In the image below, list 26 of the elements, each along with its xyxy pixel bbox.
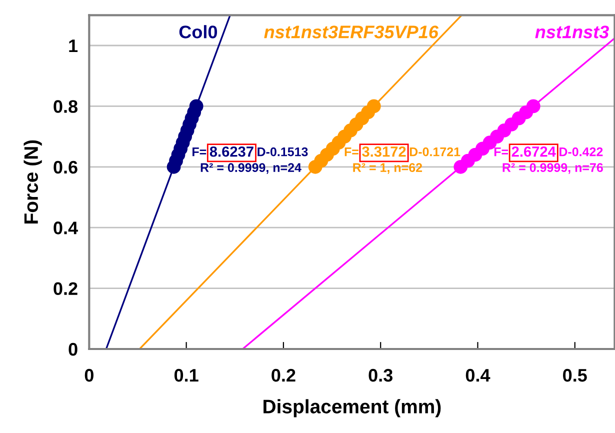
y-tick-label: 0.8 bbox=[54, 100, 78, 113]
annotation: R² = 1, n=62 bbox=[353, 163, 422, 174]
annotation: F= 3.3172 D-0.1721 bbox=[344, 146, 460, 157]
annotation: F= 8.6237 D-0.1513 bbox=[192, 146, 308, 157]
annotation: R² = 0.9999, n=24 bbox=[200, 163, 302, 174]
y-axis-title: Force (N) bbox=[24, 140, 42, 224]
x-axis-title: Displacement (mm) bbox=[264, 399, 441, 418]
point bbox=[189, 99, 204, 114]
y-tick-label: 0.4 bbox=[54, 222, 78, 234]
annotation: F= 2.6724 D-0.422 bbox=[494, 146, 603, 157]
y-tick-label: 0.2 bbox=[54, 282, 78, 296]
point bbox=[366, 99, 381, 114]
y-tick-label: 0 bbox=[68, 342, 78, 356]
x-tick-label: 0.1 bbox=[174, 368, 198, 382]
y-tick-label: 0.6 bbox=[54, 160, 78, 174]
x-tick-label: 0.3 bbox=[368, 368, 392, 382]
annotation: R² = 0.9999, n=76 bbox=[502, 163, 603, 174]
text: nst1nst3ERF35VP16 bbox=[264, 26, 439, 38]
text: Col0 bbox=[179, 25, 218, 38]
x-tick-label: 0.5 bbox=[563, 368, 587, 382]
point bbox=[526, 99, 540, 114]
y-tick-label: 1 bbox=[69, 40, 78, 52]
text: nst1nst3 bbox=[535, 26, 609, 38]
x-tick-label: 0.4 bbox=[466, 368, 490, 382]
x-tick-label: 0.2 bbox=[272, 368, 296, 382]
x-tick-label: 0 bbox=[84, 368, 94, 382]
